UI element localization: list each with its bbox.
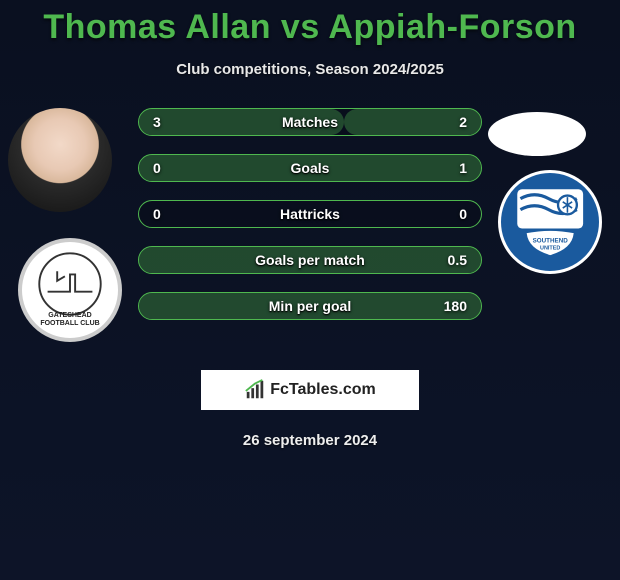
branding-banner[interactable]: FcTables.com — [201, 370, 419, 410]
stat-row: Goals per match 0.5 — [138, 246, 482, 274]
stat-row: 0 Goals 1 — [138, 154, 482, 182]
stat-right-value: 0.5 — [448, 252, 467, 268]
stat-rows: 3 Matches 2 0 Goals 1 0 Hattricks 0 Goals per mat… — [138, 108, 482, 338]
stats-area: GATESHEAD FOOTBALL CLUB SOUTHEND UNITED … — [0, 108, 620, 368]
stat-label: Min per goal — [269, 298, 351, 314]
club-logo-left: GATESHEAD FOOTBALL CLUB — [18, 238, 122, 342]
stat-row: 0 Hattricks 0 — [138, 200, 482, 228]
branding-text: FcTables.com — [270, 381, 376, 399]
page-title: Thomas Allan vs Appiah-Forson — [0, 0, 620, 47]
page-subtitle: Club competitions, Season 2024/2025 — [0, 61, 620, 78]
player-photo-left — [8, 108, 112, 212]
date-text: 26 september 2024 — [0, 432, 620, 449]
player-photo-right — [488, 112, 586, 156]
stat-row: 3 Matches 2 — [138, 108, 482, 136]
stat-right-value: 0 — [459, 206, 467, 222]
stat-left-value: 0 — [153, 206, 161, 222]
stat-right-value: 180 — [444, 298, 467, 314]
stat-left-value: 0 — [153, 160, 161, 176]
club-logo-right: SOUTHEND UNITED — [498, 170, 602, 274]
gateshead-icon — [38, 252, 102, 316]
stat-label: Goals — [291, 160, 330, 176]
stat-label: Goals per match — [255, 252, 365, 268]
club-logo-left-top: GATESHEAD — [48, 312, 91, 320]
chart-icon — [244, 379, 266, 401]
stat-label: Hattricks — [280, 206, 340, 222]
stat-label: Matches — [282, 114, 338, 130]
stat-right-value: 1 — [459, 160, 467, 176]
southend-icon: SOUTHEND UNITED — [511, 183, 589, 261]
stat-row: Min per goal 180 — [138, 292, 482, 320]
club-logo-left-bottom: FOOTBALL CLUB — [40, 320, 99, 328]
svg-text:UNITED: UNITED — [540, 245, 560, 251]
stat-left-value: 3 — [153, 114, 161, 130]
stat-right-value: 2 — [459, 114, 467, 130]
svg-text:SOUTHEND: SOUTHEND — [532, 237, 568, 244]
